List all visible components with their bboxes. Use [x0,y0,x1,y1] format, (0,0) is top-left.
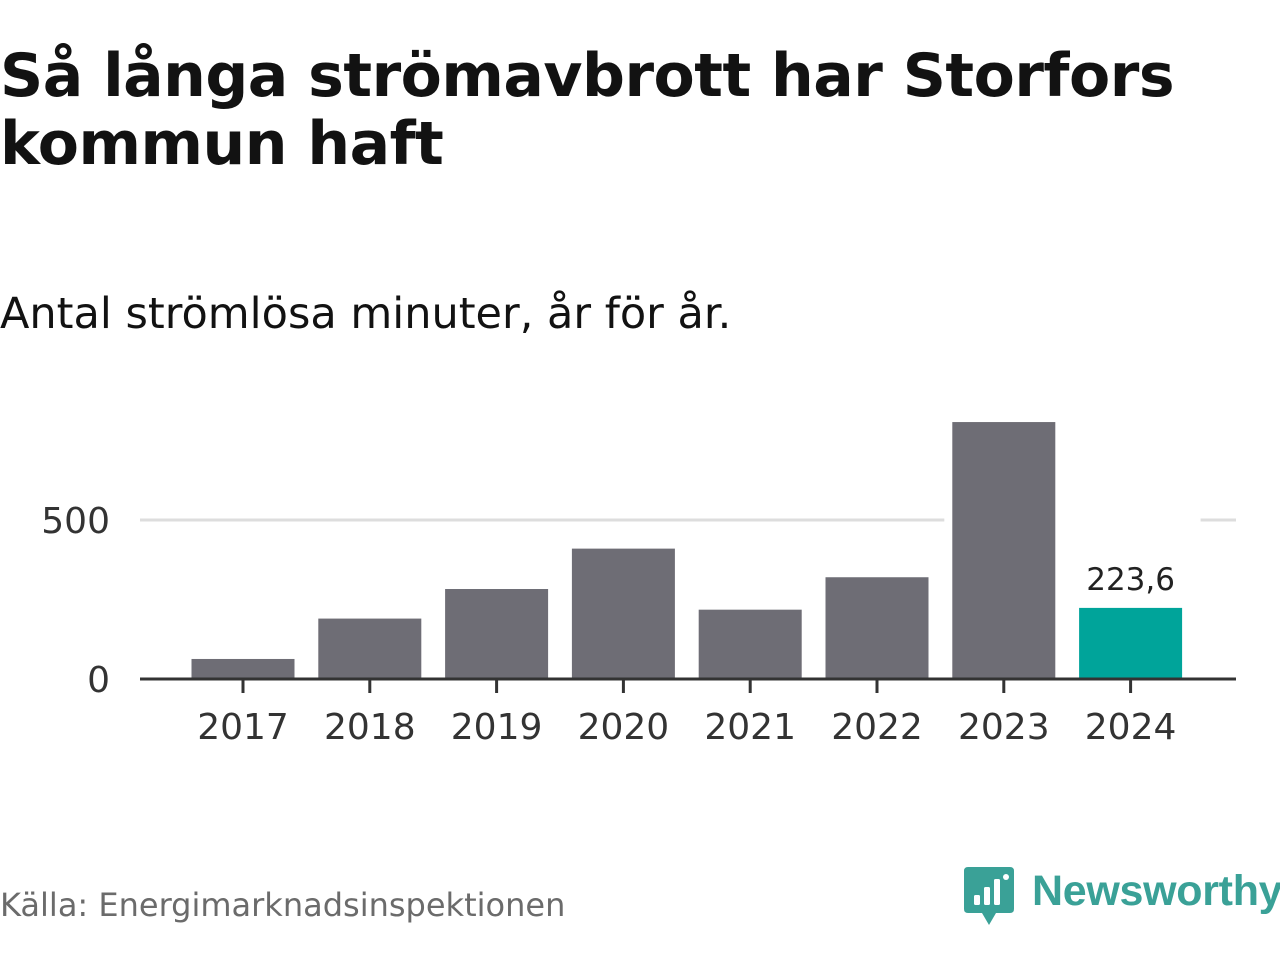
data-label-2024: 223,6 [1086,562,1175,598]
bar-2024 [1079,607,1183,679]
x-tick-label-2020: 2020 [578,707,670,748]
data-label-backdrop [1060,516,1201,524]
newsworthy-logo-icon [964,867,1014,925]
bar-2021 [698,609,802,679]
x-tick-label-2019: 2019 [451,707,543,748]
bar-chart: 223,6 0 500 2017 2018 2019 2020 2021 2022 2023 20… [41,422,1236,748]
chart-title: Så långa strömavbrott har Storfors kommu… [0,41,1175,179]
x-tick-label-2017: 2017 [197,707,289,748]
x-tick-label-2023: 2023 [958,707,1050,748]
y-tick-label-0: 0 [87,660,110,701]
bar-2022 [825,577,929,679]
bar-2017 [191,658,295,679]
x-tick-label-2018: 2018 [324,707,416,748]
bar-2019 [445,589,549,679]
y-tick-label-500: 500 [41,501,110,542]
bar-2023 [952,422,1056,679]
newsworthy-logo-text: Newsworthy [1032,866,1280,915]
bar-2018 [318,618,422,679]
x-tick-label-2024: 2024 [1085,707,1177,748]
source-note: Källa: Energimarknadsinspektionen [0,886,566,924]
newsworthy-logo: Newsworthy [962,864,1280,928]
chart-subtitle: Antal strömlösa minuter, år för år. [0,289,732,339]
x-tick-label-2022: 2022 [831,707,923,748]
x-tick-label-2021: 2021 [704,707,796,748]
bar-2020 [571,548,675,679]
